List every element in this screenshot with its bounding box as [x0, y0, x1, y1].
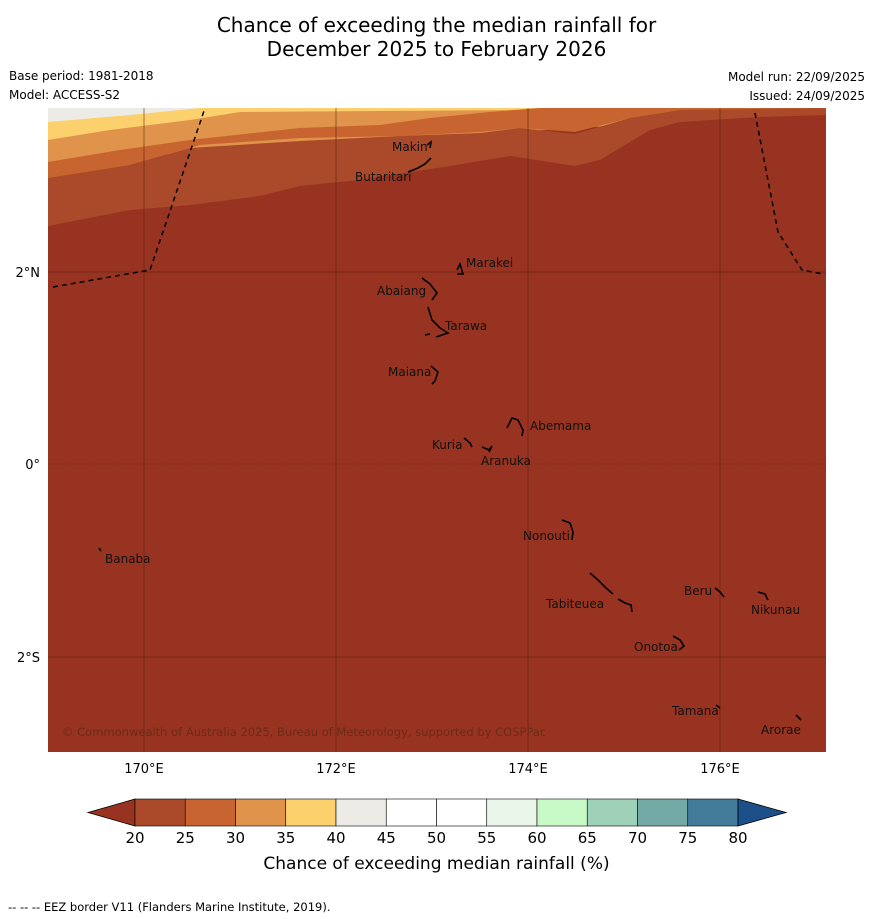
graticule [48, 108, 826, 752]
label-marakei: Marakei [466, 256, 513, 270]
rainfall-map [48, 108, 826, 752]
lon-label-170e: 170°E [124, 762, 164, 777]
lat-label-2s: 2°S [17, 651, 40, 666]
band-25-30 [48, 108, 826, 180]
butaritari-island [407, 157, 432, 173]
label-aranuka: Aranuka [481, 454, 531, 468]
nonouti-island [561, 519, 574, 541]
label-nonouti: Nonouti [523, 529, 570, 543]
colorbar-segment [134, 798, 186, 827]
colorbar-segment [235, 798, 287, 827]
colorbar-segment [486, 798, 538, 827]
label-nikunau: Nikunau [751, 603, 800, 617]
base-period-label: Base period: 1981-2018 [9, 69, 154, 83]
map-figure: Makin Butaritari Marakei Abaiang Tarawa … [16, 107, 826, 777]
arorae-island [795, 714, 802, 721]
issued-label: Issued: 24/09/2025 [749, 89, 865, 103]
label-abemama: Abemama [530, 419, 591, 433]
colorbar-segment [536, 798, 588, 827]
lon-label-174e: 174°E [508, 762, 548, 777]
abemama-island [506, 417, 524, 437]
marakei-island [456, 261, 465, 275]
colorbar-segment [335, 798, 387, 827]
colorbar-tick-label: 30 [226, 829, 245, 847]
colorbar-segment [285, 798, 337, 827]
label-onotoa: Onotoa [634, 640, 678, 654]
colorbar-tick-label: 60 [527, 829, 546, 847]
lat-label-0: 0° [25, 458, 40, 473]
lon-label-176e: 176°E [700, 762, 740, 777]
lat-axis-labels: 2°N 0° 2°S [16, 266, 41, 666]
label-abaiang: Abaiang [377, 284, 426, 298]
colorbar-tick-label: 70 [628, 829, 647, 847]
place-labels: Makin Butaritari Marakei Abaiang Tarawa … [105, 140, 801, 737]
colorbar-under-arrow [86, 798, 136, 827]
tamana-island [715, 704, 721, 709]
colorbar-tick-label: 55 [477, 829, 496, 847]
model-label: Model: ACCESS-S2 [9, 88, 121, 102]
map-title-line1: Chance of exceeding the median rainfall … [216, 13, 657, 37]
onotoa-island [672, 635, 686, 651]
colorbar-tick-label: 65 [578, 829, 597, 847]
label-beru: Beru [684, 584, 712, 598]
colorbar-segment [586, 798, 638, 827]
colorbar-over-arrow [737, 798, 788, 827]
makin-island [426, 140, 433, 149]
model-run-label: Model run: 22/09/2025 [727, 70, 865, 84]
colorbar-segment [184, 798, 236, 827]
island-outlines [98, 140, 802, 721]
label-tabiteuea: Tabiteuea [545, 597, 604, 611]
aranuka-island [481, 445, 493, 453]
colorbar-tick-label: 25 [176, 829, 195, 847]
colorbar-tick-label: 75 [678, 829, 697, 847]
colorbar-tick-label: 35 [276, 829, 295, 847]
maiana-island [430, 365, 439, 385]
lat-label-2n: 2°N [16, 266, 41, 281]
lon-label-172e: 172°E [316, 762, 356, 777]
map-title-line2: December 2025 to February 2026 [266, 37, 607, 61]
colorbar-tick-label: 80 [728, 829, 747, 847]
colorbar-segment [436, 798, 488, 827]
label-tamana: Tamana [671, 704, 719, 718]
label-maiana: Maiana [388, 365, 431, 379]
band-20-25 [48, 108, 826, 226]
kuria-island [463, 437, 473, 448]
colorbar-title: Chance of exceeding median rainfall (%) [263, 854, 610, 874]
colorbar: 20 25 30 35 40 45 50 55 60 65 70 75 80 [86, 798, 788, 847]
colorbar-tick-label: 20 [125, 829, 144, 847]
colorbar-tick-label: 45 [377, 829, 396, 847]
beru-island [714, 587, 725, 598]
label-butaritari: Butaritari [355, 170, 412, 184]
label-kuria: Kuria [432, 438, 463, 452]
colorbar-segment [385, 798, 437, 827]
abaiang-island [421, 277, 438, 301]
label-tarawa: Tarawa [444, 319, 487, 333]
colorbar-tick-label: 50 [427, 829, 446, 847]
nikunau-island [757, 591, 769, 601]
copyright-notice: © Commonwealth of Australia 2025, Bureau… [62, 725, 546, 739]
banaba-island [98, 547, 102, 552]
tabiteuea-island [589, 572, 633, 613]
eez-footnote: -- -- -- EEZ border V11 (Flanders Marine… [8, 900, 331, 914]
band-below-20 [48, 108, 826, 752]
label-arorae: Arorae [761, 723, 801, 737]
label-makin: Makin [392, 140, 428, 154]
colorbar-tick-label: 40 [326, 829, 345, 847]
lon-axis-labels: 170°E 172°E 174°E 176°E [124, 762, 740, 777]
tarawa-island [424, 306, 450, 338]
label-banaba: Banaba [105, 552, 151, 566]
colorbar-segment [637, 798, 689, 827]
colorbar-segment [687, 798, 739, 827]
